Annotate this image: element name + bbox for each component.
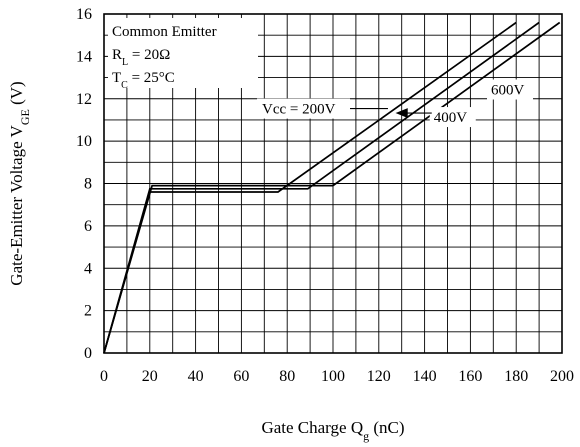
series-line-3	[103, 21, 561, 354]
y-tick-label: 10	[76, 133, 92, 150]
y-tick-label: 2	[84, 303, 92, 320]
x-tick-label: 80	[279, 368, 295, 385]
x-tick-label: 60	[233, 368, 249, 385]
x-axis-label: Gate Charge Qg (nC)	[261, 418, 404, 443]
series-lines	[103, 21, 561, 354]
y-tick-label: 14	[76, 48, 92, 65]
plot-frame	[103, 13, 563, 354]
annotation-background	[429, 107, 476, 128]
annotation-background	[257, 98, 351, 119]
x-tick-label: 180	[504, 368, 528, 385]
x-tick-label: 20	[142, 368, 158, 385]
x-tick-label: 200	[550, 368, 574, 385]
conditions-box: Common Emitter RL = 20Ω TC = 25°C	[108, 18, 258, 91]
conditions-line-2: RL = 20Ω	[112, 47, 170, 68]
tick-labels: 0 20 40 60 80 100 120 140 160 180 200 0 2 4 6 8 10 12 14 16	[76, 6, 574, 385]
y-tick-label: 16	[76, 6, 92, 23]
annotation-vcc-200v: Vcc = 200V	[262, 102, 336, 118]
conditions-background	[108, 18, 258, 88]
x-tick-label: 100	[321, 368, 345, 385]
annotation-arrow-400v	[395, 108, 432, 118]
x-tick-label: 120	[367, 368, 391, 385]
annotation-background	[487, 79, 534, 100]
y-tick-label: 0	[84, 345, 92, 362]
conditions-line-3: TC = 25°C	[112, 70, 175, 91]
y-axis-label: Gate-Emitter Voltage VGE (V)	[7, 81, 32, 285]
y-tick-label: 4	[84, 260, 92, 277]
annotation-400v: 400V	[434, 110, 468, 126]
x-tick-label: 140	[413, 368, 437, 385]
x-tick-label: 0	[100, 368, 108, 385]
y-tick-label: 6	[84, 218, 92, 235]
annotation-600v: 600V	[491, 83, 525, 99]
y-tick-label: 12	[76, 91, 92, 108]
y-tick-label: 8	[84, 176, 92, 193]
conditions-line-1: Common Emitter	[112, 24, 217, 40]
series-annotations: Vcc = 200V 400V 600V	[257, 79, 534, 128]
x-tick-label: 160	[458, 368, 482, 385]
x-tick-label: 40	[188, 368, 204, 385]
